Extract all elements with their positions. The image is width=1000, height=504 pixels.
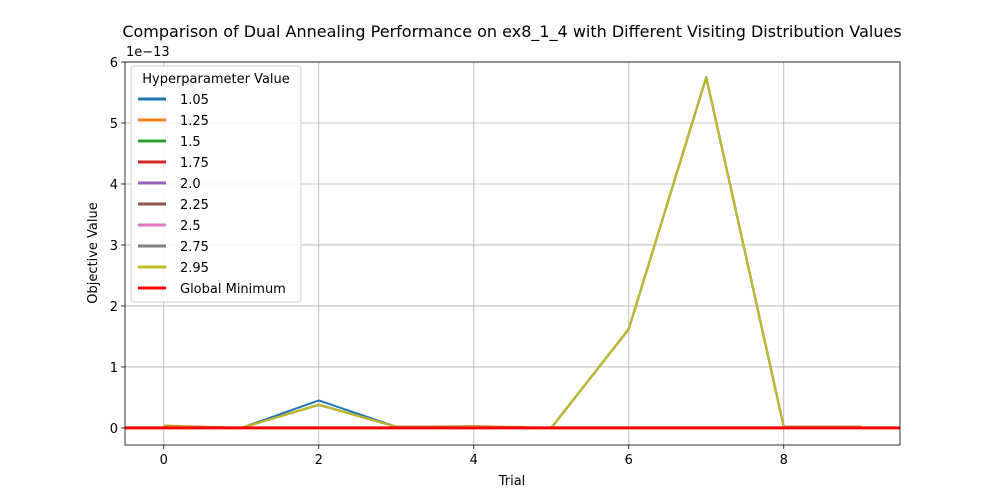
x-tick-label: 8: [780, 453, 788, 468]
y-axis-label: Objective Value: [86, 202, 101, 303]
y-tick-label: 2: [110, 300, 118, 315]
legend-entry-label: 1.25: [180, 114, 209, 129]
legend-entry-label: 2.75: [180, 240, 209, 255]
legend-entry-label: 1.5: [180, 135, 201, 150]
y-tick-label: 6: [110, 56, 118, 71]
x-tick-label: 4: [470, 453, 478, 468]
legend-entry-label: 2.5: [180, 219, 201, 234]
y-tick-label: 1: [110, 361, 118, 376]
legend-entry-label: 1.05: [180, 93, 209, 108]
y-tick-label: 0: [110, 422, 118, 437]
legend-items: 1.05 1.25 1.5 1.75 2.0 2.25 2.5 2.75 2.95 Global …: [138, 93, 286, 297]
legend-title: Hyperparameter Value: [142, 72, 290, 87]
x-axis-label: Trial: [498, 474, 526, 489]
legend-entry-label: 2.25: [180, 198, 209, 213]
plot-frame: [124, 61, 901, 446]
axes: 0 2 4 6 8 0 1 2 3 4 5 6: [110, 56, 901, 468]
y-tick-label: 4: [110, 178, 118, 193]
legend-entry-label: 1.75: [180, 156, 209, 171]
x-tick-label: 2: [315, 453, 323, 468]
y-tick-label: 5: [110, 117, 118, 132]
y-tick-label: 3: [110, 239, 118, 254]
series-lines: [125, 76, 900, 430]
y-offset-label: 1e−13: [126, 45, 170, 60]
legend-entry-label: Global Minimum: [180, 282, 286, 297]
x-tick-label: 0: [160, 453, 168, 468]
x-tick-label: 6: [625, 453, 633, 468]
legend-entry-label: 2.0: [180, 177, 201, 192]
legend: Hyperparameter Value 1.05 1.25 1.5 1.75 2.0 2…: [130, 65, 302, 303]
chart-title: Comparison of Dual Annealing Performance…: [122, 22, 901, 42]
legend-box: [130, 65, 302, 303]
legend-entry-label: 2.95: [180, 261, 209, 276]
